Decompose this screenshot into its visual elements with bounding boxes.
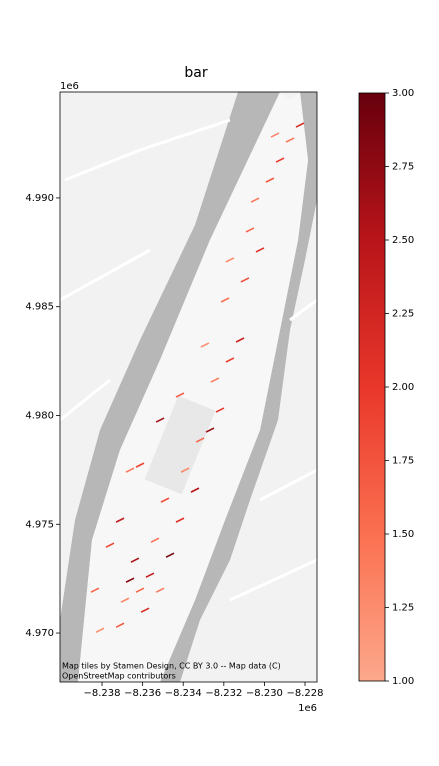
colorbar-tick-label: 2.75 [392,162,414,173]
street-segment [235,337,245,343]
segments [90,122,305,633]
colorbar-tick-label: 2.00 [392,382,414,393]
street-segment [115,517,125,523]
y-tick-label: 4.975 [25,519,54,530]
x-tick-label: −8.228 [287,688,324,699]
colorbar [358,92,386,682]
y-tick-label: 4.985 [25,302,54,313]
chart-title: bar [184,65,207,81]
street-segment [195,437,205,443]
street-segment [245,227,255,233]
street-segment [225,357,235,363]
street-segment [285,137,295,143]
y-tick-label: 4.970 [25,628,54,639]
street-segment [150,537,160,543]
colorbar-tick-label: 2.25 [392,309,414,320]
street-segment [130,557,140,563]
street-segment [175,392,185,398]
plot-frame [59,91,318,683]
street-segment [175,517,185,523]
street-segment [90,587,100,593]
street-segment [225,257,235,263]
street-segment [270,132,280,138]
street-segment [140,607,150,613]
street-segment [180,467,190,473]
colorbar-tick-label: 2.50 [392,235,414,246]
attribution: OpenStreetMap contributors [62,672,176,681]
street-segment [125,467,135,473]
x-tick-label: −8.236 [124,688,161,699]
street-segment [105,542,115,548]
street-segment [215,407,225,413]
y-tick-label: 4.990 [25,193,54,204]
street-segment [240,277,250,283]
street-segment [115,622,125,628]
street-segment [220,297,230,303]
colorbar-tick-label: 1.75 [392,456,414,467]
x-tick-label: −8.230 [246,688,283,699]
street-segment [275,157,285,163]
street-segment [120,597,130,603]
street-segment [160,497,170,503]
street-segment [155,587,165,593]
street-segment [95,627,105,633]
street-segment [135,462,145,468]
street-segment [125,577,135,583]
x-tick-label: −8.234 [165,688,202,699]
colorbar-tick-label: 1.25 [392,603,414,614]
street-segment [210,377,220,383]
street-segment [145,572,155,578]
colorbar-tick-label: 1.00 [392,676,414,687]
basemap [60,92,317,682]
x-tick-label: −8.232 [205,688,242,699]
street-segment [250,197,260,203]
street-segment [205,427,215,433]
street-segment [190,487,200,493]
street-segment [255,247,265,253]
y-offset-label: 1e6 [60,81,79,92]
street-segment [165,552,175,558]
street-segment [200,342,210,348]
colorbar-tick-label: 3.00 [392,88,414,99]
x-tick-label: −8.238 [84,688,121,699]
y-tick-label: 4.980 [25,410,54,421]
street-segment [155,417,165,423]
street-segment [295,122,305,128]
attribution: Map tiles by Stamen Design, CC BY 3.0 --… [62,662,281,671]
street-segment [135,587,145,593]
colorbar-tick-label: 1.50 [392,529,414,540]
x-offset-label: 1e6 [298,703,317,714]
street-segment [265,177,275,183]
